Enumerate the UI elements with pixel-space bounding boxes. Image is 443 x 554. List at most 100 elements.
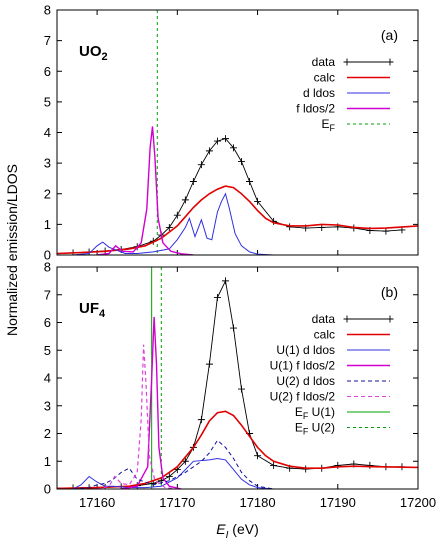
y-tick-label: 8 bbox=[44, 260, 51, 275]
legend-label: U(2) f ldos/2 bbox=[270, 390, 336, 404]
x-tick-label: 17180 bbox=[239, 495, 275, 510]
y-axis-title: Normalized emission/LDOS bbox=[4, 164, 20, 336]
x-axis-title-main: E bbox=[216, 521, 226, 537]
data-point bbox=[213, 294, 221, 302]
legend-label-main: U(2) d ldos bbox=[276, 374, 335, 388]
legend-marker bbox=[343, 315, 351, 323]
panel-tag: (b) bbox=[381, 284, 398, 300]
x-axis-title-unit: (eV) bbox=[228, 521, 258, 537]
x-tick-label: 17160 bbox=[79, 495, 115, 510]
legend-label-sub: F bbox=[303, 427, 309, 437]
data-point bbox=[173, 211, 181, 219]
legend-label: f ldos/2 bbox=[296, 102, 335, 116]
legend-marker bbox=[386, 315, 394, 323]
legend-label-main: E bbox=[295, 421, 303, 435]
y-tick-label: 8 bbox=[44, 3, 51, 18]
legend-label: calc bbox=[314, 328, 335, 342]
data-point bbox=[165, 223, 173, 231]
series-line bbox=[72, 457, 274, 489]
panel-tag: (a) bbox=[381, 27, 398, 43]
data-point bbox=[366, 461, 374, 469]
series-line bbox=[72, 439, 274, 489]
data-point bbox=[221, 277, 229, 285]
y-tick-label: 0 bbox=[44, 482, 51, 497]
data-point bbox=[221, 135, 229, 143]
data-point bbox=[238, 385, 246, 393]
series-group bbox=[57, 277, 418, 489]
legend-label-suffix: U(2) bbox=[308, 421, 335, 435]
y-tick-label: 2 bbox=[44, 426, 51, 441]
data-point bbox=[165, 473, 173, 481]
legend-label-main: E bbox=[295, 405, 303, 419]
data-point bbox=[189, 178, 197, 185]
legend-label: calc bbox=[314, 71, 335, 85]
legend-label-main: data bbox=[312, 55, 336, 69]
legend-label: U(1) f ldos/2 bbox=[270, 359, 336, 373]
x-axis-title-sub: I bbox=[226, 530, 229, 541]
y-tick-label: 1 bbox=[44, 217, 51, 232]
panel-title-main: UO bbox=[79, 43, 102, 60]
x-tick-label: 17200 bbox=[400, 495, 436, 510]
y-tick-label: 7 bbox=[44, 287, 51, 302]
series-group bbox=[57, 126, 418, 255]
legend-label: U(1) d ldos bbox=[276, 343, 335, 357]
data-point bbox=[246, 178, 254, 185]
data-point bbox=[205, 360, 213, 368]
legend-label: EF U(2) bbox=[295, 421, 335, 437]
y-tick-label: 0 bbox=[44, 248, 51, 263]
x-tick-label: 17170 bbox=[159, 495, 195, 510]
legend-label: EF U(1) bbox=[295, 405, 335, 421]
legend-label-sub: F bbox=[330, 123, 336, 133]
panel-title-main: UF bbox=[79, 300, 99, 317]
y-tick-label: 1 bbox=[44, 454, 51, 469]
panel-title: UF4 bbox=[79, 300, 106, 320]
data-point bbox=[238, 158, 246, 166]
x-axis-title: EI (eV) bbox=[216, 521, 258, 541]
legend-label-main: d ldos bbox=[303, 86, 335, 100]
legend-label-suffix: U(1) bbox=[308, 405, 335, 419]
data-point bbox=[302, 465, 310, 473]
y-tick-label: 5 bbox=[44, 94, 51, 109]
y-tick-label: 7 bbox=[44, 33, 51, 48]
data-point bbox=[270, 461, 278, 469]
legend-label-main: U(1) d ldos bbox=[276, 343, 335, 357]
y-tick-label: 6 bbox=[44, 315, 51, 330]
data-point bbox=[229, 144, 237, 152]
legend-label-sub: F bbox=[303, 411, 309, 421]
series-line bbox=[57, 138, 403, 254]
series-line bbox=[96, 344, 178, 489]
y-tick-label: 5 bbox=[44, 343, 51, 358]
data-point bbox=[181, 196, 189, 204]
y-tick-label: 4 bbox=[44, 371, 51, 386]
data-point bbox=[205, 147, 213, 155]
legend-label: U(2) d ldos bbox=[276, 374, 335, 388]
data-point bbox=[213, 137, 221, 145]
legend-label-main: f ldos/2 bbox=[296, 102, 335, 116]
data-point bbox=[197, 416, 205, 424]
series-line bbox=[97, 126, 194, 255]
y-tick-label: 3 bbox=[44, 398, 51, 413]
plot-frame bbox=[56, 9, 419, 256]
legend-label-main: U(1) f ldos/2 bbox=[270, 359, 336, 373]
y-tick-label: 4 bbox=[44, 125, 51, 140]
legend-marker bbox=[343, 58, 351, 66]
series-line bbox=[57, 185, 418, 255]
legend-label-main: U(2) f ldos/2 bbox=[270, 390, 336, 404]
data-point bbox=[254, 452, 262, 460]
legend-label-main: calc bbox=[314, 71, 335, 85]
legend-label-main: calc bbox=[314, 328, 335, 342]
legend-label-main: data bbox=[312, 312, 336, 326]
panel-title: UO2 bbox=[79, 43, 108, 63]
plot-frame bbox=[56, 266, 419, 490]
legend-label: data bbox=[312, 55, 336, 69]
y-tick-label: 6 bbox=[44, 64, 51, 79]
data-point bbox=[254, 197, 262, 205]
x-tick-label: 17190 bbox=[320, 495, 356, 510]
series-line bbox=[57, 410, 418, 489]
series-line bbox=[121, 316, 182, 489]
data-point bbox=[197, 161, 205, 169]
legend-label: data bbox=[312, 312, 336, 326]
